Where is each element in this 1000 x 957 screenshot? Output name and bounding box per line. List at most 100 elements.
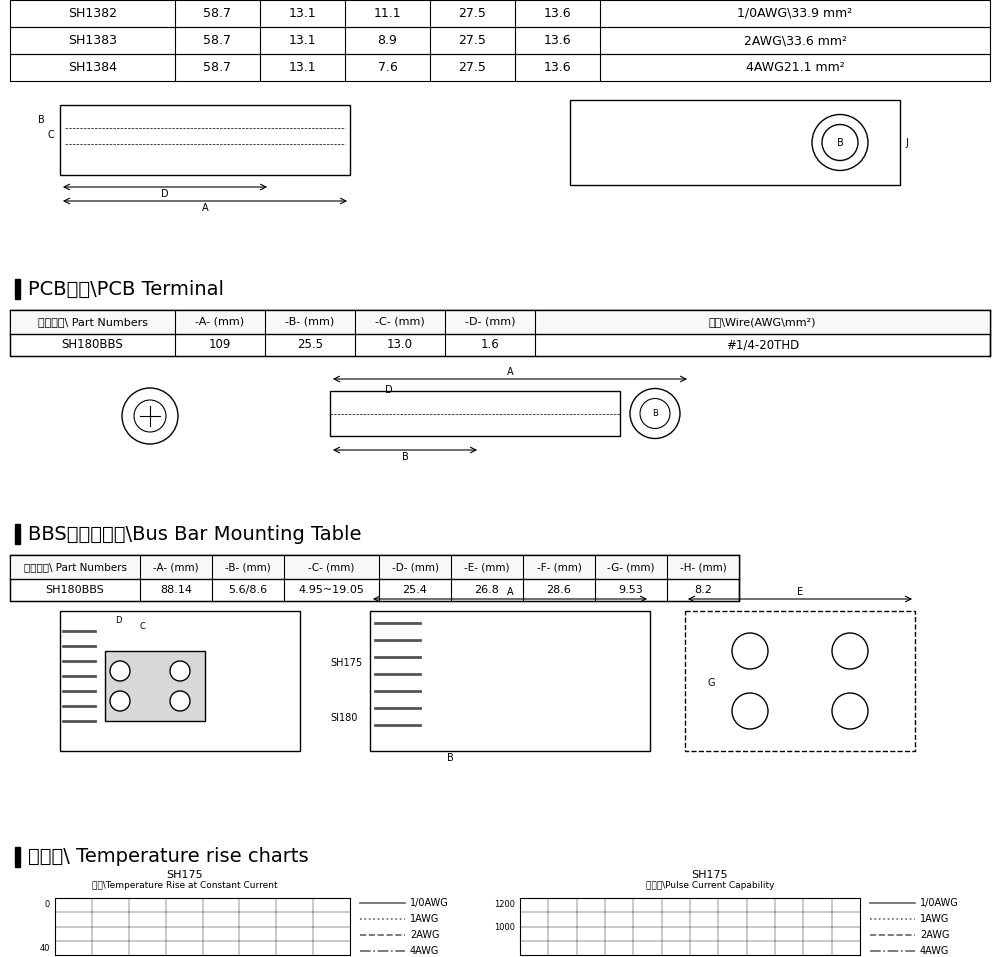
- Text: 4AWG21.1 mm²: 4AWG21.1 mm²: [746, 61, 844, 74]
- Text: 1.6: 1.6: [481, 339, 499, 351]
- Text: SH1383: SH1383: [68, 34, 117, 47]
- Text: 温升\Temperature Rise at Constant Current: 温升\Temperature Rise at Constant Current: [92, 881, 278, 890]
- Text: 27.5: 27.5: [459, 7, 486, 20]
- Text: 25.4: 25.4: [403, 585, 427, 595]
- Text: 0: 0: [45, 900, 50, 909]
- Text: -D- (mm): -D- (mm): [465, 317, 515, 327]
- Text: 58.7: 58.7: [204, 7, 232, 20]
- Text: SH175: SH175: [330, 658, 362, 668]
- Text: 脉冲电\Pulse Current Capability: 脉冲电\Pulse Current Capability: [646, 881, 774, 890]
- Text: 温升图\ Temperature rise charts: 温升图\ Temperature rise charts: [28, 848, 309, 866]
- Text: 13.1: 13.1: [289, 34, 316, 47]
- Text: D: D: [115, 616, 122, 625]
- Text: 27.5: 27.5: [459, 61, 486, 74]
- Text: 2AWG\33.6 mm²: 2AWG\33.6 mm²: [744, 34, 846, 47]
- Text: -B- (mm): -B- (mm): [285, 317, 335, 327]
- Text: J: J: [905, 138, 908, 147]
- Text: 13.6: 13.6: [544, 61, 571, 74]
- Circle shape: [640, 398, 670, 429]
- Bar: [570, 100, 900, 185]
- Text: -G- (mm): -G- (mm): [607, 562, 655, 572]
- Text: 1AWG: 1AWG: [920, 914, 949, 924]
- Text: 零件料号\ Part Numbers: 零件料号\ Part Numbers: [24, 562, 126, 572]
- Circle shape: [732, 633, 768, 669]
- Text: 1/0AWG: 1/0AWG: [920, 898, 959, 908]
- Text: 7.6: 7.6: [378, 61, 397, 74]
- Bar: [370, 611, 650, 751]
- Text: SH175: SH175: [692, 870, 728, 880]
- Text: 13.6: 13.6: [544, 34, 571, 47]
- Text: 2AWG: 2AWG: [920, 930, 950, 940]
- Circle shape: [812, 115, 868, 170]
- Text: 25.5: 25.5: [297, 339, 323, 351]
- Text: SI180: SI180: [330, 713, 357, 723]
- Text: B: B: [447, 753, 453, 763]
- Text: -E- (mm): -E- (mm): [464, 562, 510, 572]
- Text: BBS端子安装图\Bus Bar Mounting Table: BBS端子安装图\Bus Bar Mounting Table: [28, 524, 362, 544]
- Bar: [105, 651, 205, 721]
- Text: E: E: [797, 587, 803, 597]
- Text: 28.6: 28.6: [547, 585, 571, 595]
- Circle shape: [732, 693, 768, 729]
- Text: -C- (mm): -C- (mm): [308, 562, 355, 572]
- Bar: [10, 310, 990, 334]
- Circle shape: [110, 661, 130, 681]
- Text: 27.5: 27.5: [459, 34, 486, 47]
- Circle shape: [134, 400, 166, 432]
- Text: D: D: [161, 189, 169, 199]
- Text: A: A: [507, 587, 513, 597]
- Text: B: B: [837, 138, 843, 147]
- Circle shape: [110, 691, 130, 711]
- Circle shape: [170, 691, 190, 711]
- Text: 13.1: 13.1: [289, 7, 316, 20]
- Text: -C- (mm): -C- (mm): [375, 317, 425, 327]
- Text: 13.0: 13.0: [387, 339, 413, 351]
- Text: 13.1: 13.1: [289, 61, 316, 74]
- Text: 1200: 1200: [494, 900, 515, 909]
- Text: 11.1: 11.1: [374, 7, 401, 20]
- Text: SH180BBS: SH180BBS: [62, 339, 123, 351]
- Bar: [330, 391, 620, 436]
- Text: D: D: [385, 385, 393, 395]
- Circle shape: [822, 124, 858, 161]
- Circle shape: [122, 388, 178, 444]
- Text: -B- (mm): -B- (mm): [225, 562, 271, 572]
- Bar: [60, 105, 350, 175]
- Text: -D- (mm): -D- (mm): [392, 562, 438, 572]
- Text: 1AWG: 1AWG: [410, 914, 439, 924]
- Text: -A- (mm): -A- (mm): [195, 317, 245, 327]
- Text: 88.14: 88.14: [160, 585, 192, 595]
- Text: B: B: [402, 452, 408, 462]
- Text: SH1384: SH1384: [68, 61, 117, 74]
- Text: 1/0AWG: 1/0AWG: [410, 898, 449, 908]
- Circle shape: [170, 661, 190, 681]
- Bar: [685, 611, 915, 751]
- Text: B: B: [38, 115, 45, 125]
- Text: PCB端子\PCB Terminal: PCB端子\PCB Terminal: [28, 279, 224, 299]
- Text: 109: 109: [209, 339, 231, 351]
- Bar: [10, 310, 990, 356]
- Text: 4AWG: 4AWG: [410, 946, 439, 956]
- Circle shape: [630, 389, 680, 438]
- Text: 5.6/8.6: 5.6/8.6: [228, 585, 268, 595]
- Text: 58.7: 58.7: [204, 34, 232, 47]
- Text: -F- (mm): -F- (mm): [537, 562, 581, 572]
- Text: SH175: SH175: [167, 870, 203, 880]
- Bar: [15, 847, 20, 867]
- Text: C: C: [47, 130, 54, 140]
- Text: 13.6: 13.6: [544, 7, 571, 20]
- Text: SH180BBS: SH180BBS: [46, 585, 104, 595]
- Text: 40: 40: [40, 944, 50, 953]
- Bar: [15, 279, 20, 299]
- Text: 4AWG: 4AWG: [920, 946, 949, 956]
- Text: 4.95~19.05: 4.95~19.05: [299, 585, 364, 595]
- Text: 58.7: 58.7: [204, 61, 232, 74]
- Text: SH1382: SH1382: [68, 7, 117, 20]
- Text: #1/4-20THD: #1/4-20THD: [726, 339, 799, 351]
- Bar: [60, 611, 300, 751]
- Text: -H- (mm): -H- (mm): [680, 562, 726, 572]
- Text: 8.9: 8.9: [378, 34, 397, 47]
- Text: C: C: [140, 622, 146, 631]
- Text: 1/0AWG\33.9 mm²: 1/0AWG\33.9 mm²: [737, 7, 853, 20]
- Text: 8.2: 8.2: [694, 585, 712, 595]
